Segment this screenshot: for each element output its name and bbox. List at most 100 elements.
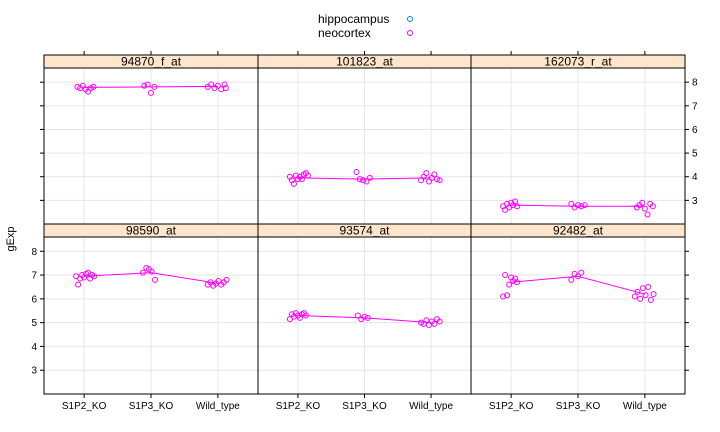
data-point xyxy=(641,205,648,212)
data-point xyxy=(222,85,229,92)
data-point xyxy=(431,171,438,178)
data-point xyxy=(364,314,371,321)
panel-101823_at: 101823_at xyxy=(257,51,472,225)
legend-label-hippocampus: hippocampus xyxy=(318,12,389,26)
data-point xyxy=(151,83,158,90)
data-point xyxy=(363,178,370,185)
data-point xyxy=(504,292,511,299)
panels: 94870_f_at 101823_at 162073_r_at 3 4 5 6 7 8 9859… xyxy=(31,51,698,412)
data-point xyxy=(144,81,151,88)
mean-line-neocortex xyxy=(511,204,645,207)
data-point xyxy=(75,281,82,288)
data-point xyxy=(214,82,221,89)
data-point xyxy=(304,172,311,179)
data-point xyxy=(148,268,155,275)
data-point xyxy=(578,203,585,210)
data-point xyxy=(642,292,649,299)
data-point xyxy=(223,276,230,283)
mean-line-neocortex xyxy=(84,85,218,88)
data-point xyxy=(290,180,297,187)
data-point xyxy=(637,295,644,302)
panel-98590_at: 98590_at 3 4 5 6 7 8 S1P2_KO S1P3_KO Wild_type xyxy=(31,223,259,412)
data-point xyxy=(354,312,361,319)
data-point xyxy=(141,82,148,89)
data-point xyxy=(506,281,513,288)
data-point xyxy=(431,320,438,327)
y-tick-label: 8 xyxy=(692,78,698,89)
y-tick-label: 7 xyxy=(692,101,698,112)
data-point xyxy=(514,203,521,210)
data-point xyxy=(302,312,309,319)
legend-marker-neocortex xyxy=(407,30,413,36)
data-point xyxy=(568,200,575,207)
data-point xyxy=(500,293,507,300)
y-tick-label: 8 xyxy=(31,247,37,258)
strip-label-94870_f_at: 94870_f_at xyxy=(121,55,182,69)
y-tick-label: 6 xyxy=(31,294,37,305)
x-tick-label: S1P3_KO xyxy=(129,401,174,412)
strip-label-101823_at: 101823_at xyxy=(336,55,393,69)
data-point xyxy=(575,202,581,209)
data-point xyxy=(631,293,638,300)
legend-label-neocortex: neocortex xyxy=(318,26,371,40)
data-point xyxy=(575,273,581,280)
data-point xyxy=(208,81,215,88)
y-tick-label: 3 xyxy=(692,196,698,207)
data-point xyxy=(436,318,443,325)
panel-92482_at: 92482_at S1P2_KO S1P3_KO Wild_type xyxy=(470,223,689,412)
strip-label-98590_at: 98590_at xyxy=(126,224,177,238)
data-point xyxy=(152,276,159,283)
y-tick-label: 5 xyxy=(31,318,37,329)
strip-label-162073_r_at: 162073_r_at xyxy=(544,55,612,69)
data-point xyxy=(361,313,368,320)
data-point xyxy=(634,288,641,295)
data-point xyxy=(502,272,509,279)
x-tick-label: S1P3_KO xyxy=(556,401,601,412)
data-point xyxy=(366,174,373,181)
strip-label-93574_at: 93574_at xyxy=(339,224,390,238)
x-tick-label: S1P2_KO xyxy=(276,401,321,412)
data-point xyxy=(356,176,363,183)
data-point xyxy=(568,276,575,283)
y-tick-label: 4 xyxy=(31,342,37,353)
data-point xyxy=(644,211,651,218)
mean-line-neocortex xyxy=(297,177,432,180)
panel-162073_r_at: 162073_r_at 3 4 5 6 7 8 xyxy=(470,51,698,225)
x-tick-label: Wild_type xyxy=(409,401,453,412)
mean-line-neocortex xyxy=(511,275,646,295)
y-tick-label: 3 xyxy=(31,366,37,377)
x-tick-label: Wild_type xyxy=(196,401,240,412)
mean-line-neocortex xyxy=(297,315,432,324)
data-point xyxy=(639,199,646,206)
data-point xyxy=(423,170,430,177)
x-tick-label: S1P3_KO xyxy=(342,401,387,412)
panel-93574_at: 93574_at S1P2_KO S1P3_KO Wild_type xyxy=(257,223,472,412)
data-point xyxy=(139,269,146,276)
data-point xyxy=(148,89,154,96)
data-point xyxy=(360,177,367,184)
strip-label-92482_at: 92482_at xyxy=(553,224,604,238)
data-point xyxy=(639,285,646,292)
data-point xyxy=(581,202,588,209)
data-point xyxy=(649,203,656,210)
x-tick-label: S1P2_KO xyxy=(489,401,534,412)
x-tick-label: Wild_type xyxy=(623,401,667,412)
legend-marker-hippocampus xyxy=(407,16,413,22)
y-tick-label: 6 xyxy=(692,125,698,136)
y-axis-label: gExp xyxy=(5,226,17,251)
y-tick-label: 5 xyxy=(692,149,698,160)
data-point xyxy=(650,291,657,298)
mean-line-neocortex xyxy=(84,272,218,284)
data-point xyxy=(90,83,97,90)
data-point xyxy=(578,269,585,276)
y-tick-label: 4 xyxy=(692,172,698,183)
y-tick-label: 7 xyxy=(31,271,37,282)
data-point xyxy=(353,169,360,175)
data-point xyxy=(514,279,521,286)
data-point xyxy=(91,273,98,280)
panel-94870_f_at: 94870_f_at xyxy=(40,51,259,225)
data-point xyxy=(436,177,443,184)
data-point xyxy=(647,297,654,304)
